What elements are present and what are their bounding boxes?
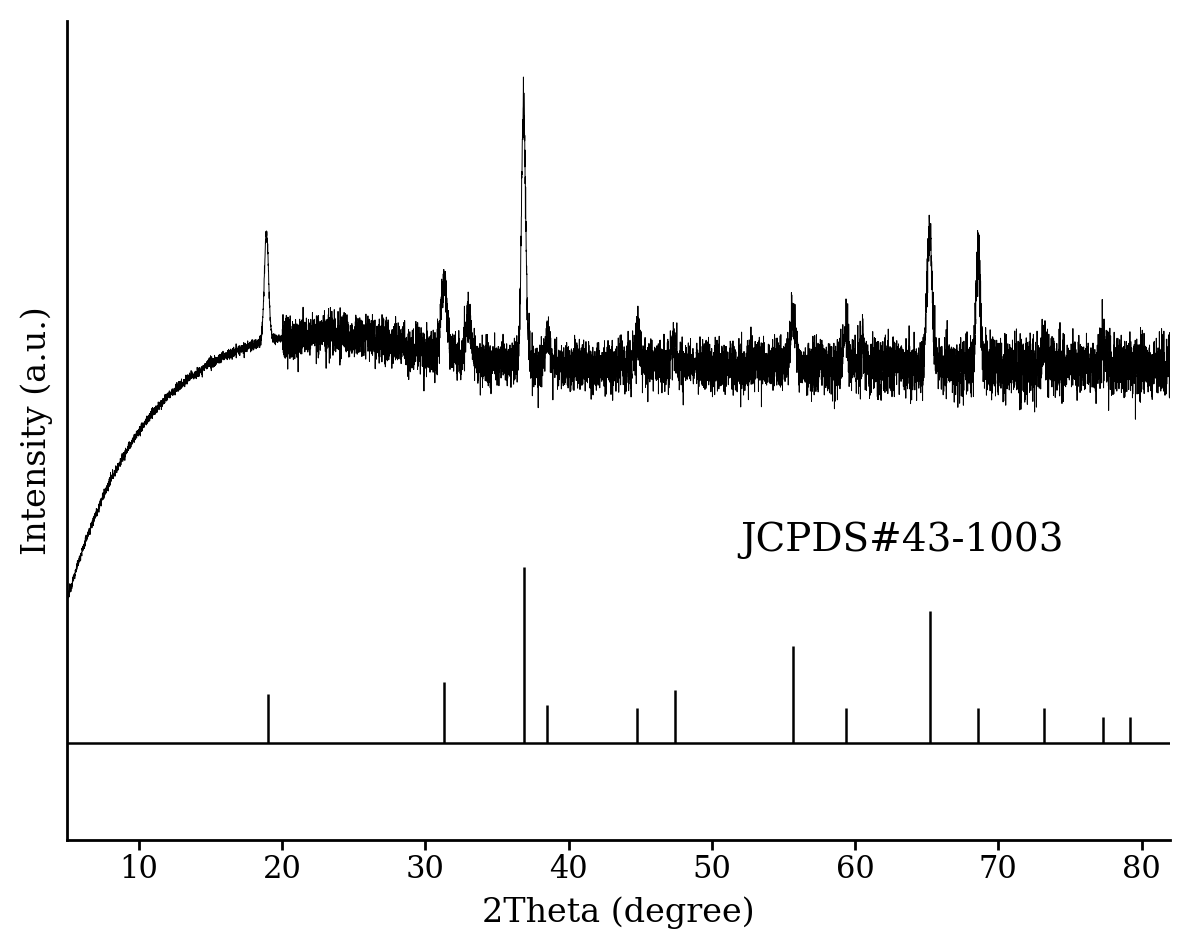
Text: JCPDS#43-1003: JCPDS#43-1003 [741,522,1064,559]
Y-axis label: Intensity (a.u.): Intensity (a.u.) [20,306,54,555]
X-axis label: 2Theta (degree): 2Theta (degree) [482,897,755,929]
